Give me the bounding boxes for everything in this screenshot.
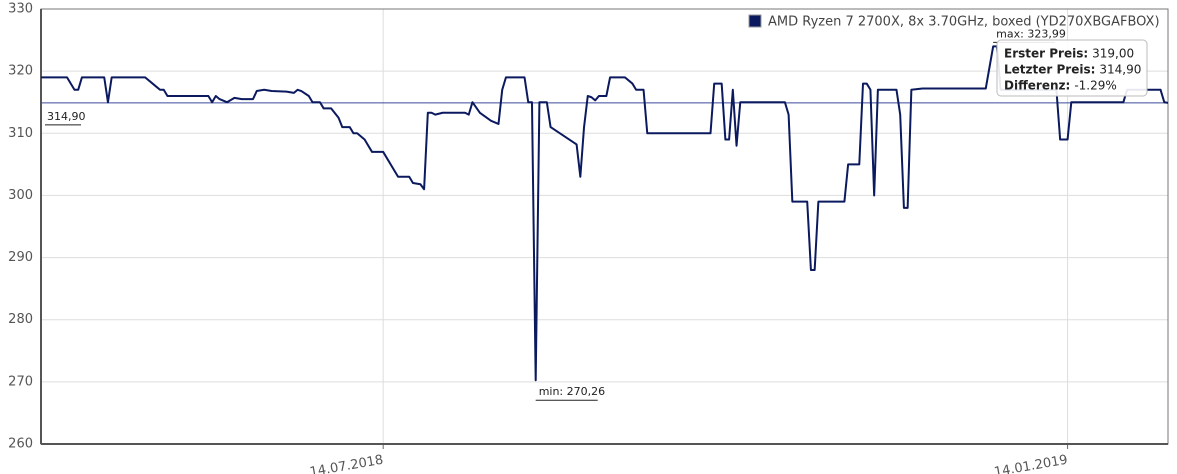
annotation: max: 323,99 <box>996 27 1066 40</box>
info-value: 319,00 <box>1092 47 1134 61</box>
info-value: 314,90 <box>1099 63 1141 77</box>
annotation: min: 270,26 <box>539 385 605 398</box>
info-label: Erster Preis: <box>1004 47 1088 61</box>
x-tick-label: 14.01.2019 <box>993 453 1069 474</box>
y-tick-label: 280 <box>8 312 33 327</box>
y-tick-label: 320 <box>8 64 33 79</box>
price-line <box>41 45 1169 382</box>
reference-label: 314,90 <box>47 110 86 123</box>
info-box <box>996 39 1148 97</box>
y-tick-label: 260 <box>8 437 33 452</box>
info-label: Letzter Preis: <box>1004 63 1095 77</box>
y-tick-label: 290 <box>8 250 33 265</box>
info-label: Differenz: <box>1004 79 1070 93</box>
y-tick-label: 270 <box>8 374 33 389</box>
y-tick-label: 330 <box>8 2 33 17</box>
legend-label: AMD Ryzen 7 2700X, 8x 3.70GHz, boxed (YD… <box>768 15 1160 30</box>
y-tick-label: 300 <box>8 188 33 203</box>
y-tick-label: 310 <box>8 126 33 141</box>
info-value: -1.29% <box>1074 79 1116 93</box>
legend-swatch <box>748 14 762 28</box>
x-tick-label: 14.07.2018 <box>309 453 385 474</box>
